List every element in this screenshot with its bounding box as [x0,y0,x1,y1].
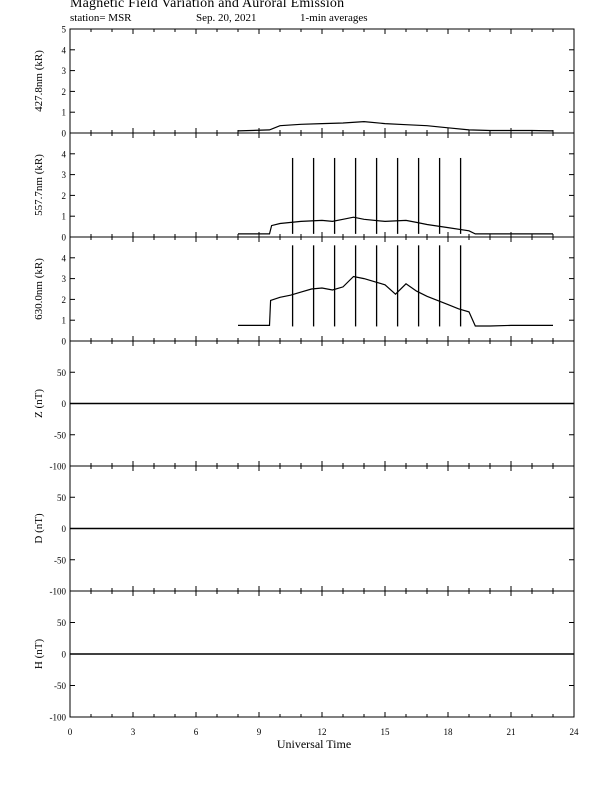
x-tick-label: 12 [318,727,327,737]
x-tick-label: 24 [570,727,580,737]
series-line-p5577 [238,216,553,235]
y-tick-label-p6300: 1 [62,316,67,326]
y-axis-label-pD: D (nT) [33,513,45,544]
y-tick-label-p5577: 3 [62,170,67,180]
y-tick-label-p4278: 5 [62,25,67,35]
y-tick-label-pH: 50 [57,618,67,628]
chart-title: Magnetic Field Variation and Auroral Emi… [70,0,345,11]
y-tick-label-p5577: 0 [62,233,67,243]
y-tick-label-p5577: 1 [62,212,67,222]
y-tick-label-pZ: 0 [62,399,67,409]
date-label: Sep. 20, 2021 [196,12,257,24]
station-label: station= MSR [70,12,132,24]
y-tick-label-pD: -50 [54,555,66,565]
y-tick-label-pH: -100 [50,713,67,723]
panel-frame-p5577 [69,132,575,238]
y-tick-label-p6300: 3 [62,274,67,284]
y-axis-label-pZ: Z (nT) [33,389,45,418]
x-axis-label: Universal Time [277,737,351,751]
y-tick-label-p6300: 2 [62,295,67,305]
y-axis-label-p5577: 557.7nm (kR) [33,154,45,216]
y-tick-label-p4278: 2 [62,87,67,97]
y-tick-label-p4278: 0 [62,129,67,139]
y-tick-label-pD: 50 [57,493,67,503]
x-tick-label: 15 [381,727,391,737]
y-tick-label-pZ: -100 [50,462,67,472]
y-tick-label-pZ: -50 [54,430,66,440]
y-tick-label-pH: -50 [54,681,66,691]
y-axis-label-p4278: 427.8nm (kR) [33,50,45,112]
series-line-p6300 [238,275,553,327]
x-tick-label: 6 [194,727,199,737]
y-tick-label-p4278: 4 [62,45,67,55]
series-line-p4278 [237,120,554,132]
y-tick-label-pD: -100 [50,587,67,597]
y-tick-label-p6300: 0 [62,337,67,347]
x-tick-label: 3 [131,727,136,737]
y-tick-label-pD: 0 [62,524,67,534]
y-axis-label-p6300: 630.0nm (kR) [33,258,45,320]
y-tick-label-p5577: 4 [62,149,67,159]
x-tick-label: 18 [444,727,454,737]
x-tick-label: 9 [257,727,262,737]
panel-frame-p4278 [69,28,575,134]
y-tick-label-p4278: 1 [62,108,67,118]
x-tick-label: 0 [68,727,73,737]
y-tick-label-pH: 0 [62,650,67,660]
y-axis-label-pH: H (nT) [33,639,45,670]
y-tick-label-p4278: 3 [62,66,67,76]
y-tick-label-p5577: 2 [62,191,67,201]
y-tick-label-p6300: 4 [62,253,67,263]
averaging-label: 1-min averages [300,12,368,24]
y-tick-label-pZ: 50 [57,368,67,378]
x-tick-label: 21 [507,727,516,737]
